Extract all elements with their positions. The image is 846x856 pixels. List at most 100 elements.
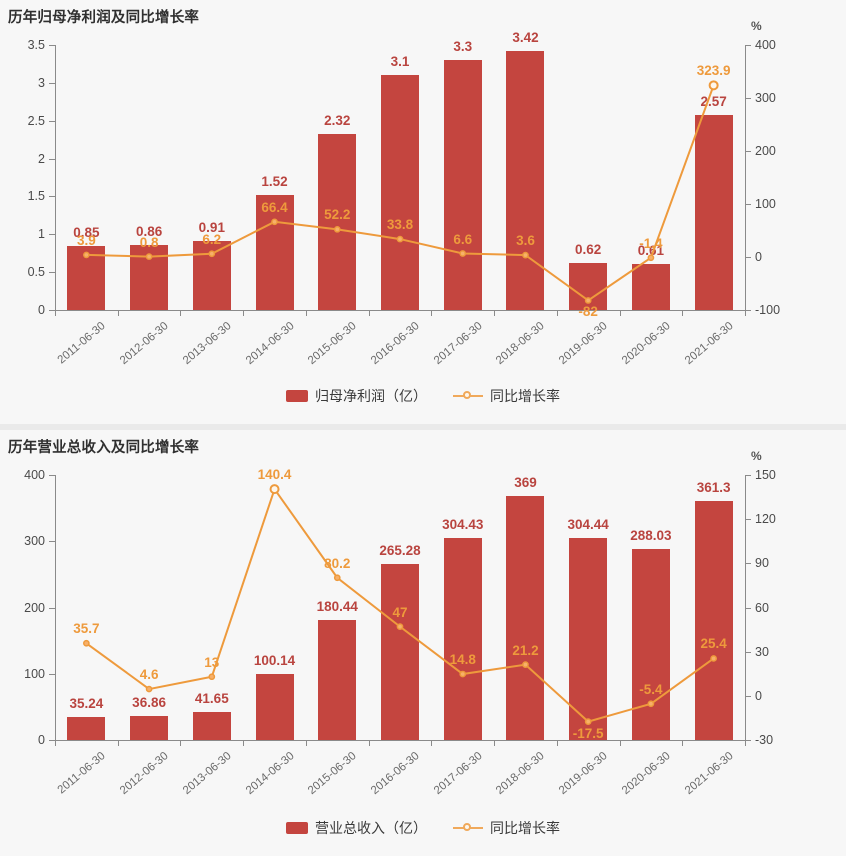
x-tick xyxy=(557,740,558,746)
legend-item[interactable]: 营业总收入（亿） xyxy=(286,818,427,838)
bar xyxy=(130,244,169,310)
y-tick-right xyxy=(745,204,751,205)
y-tick-right xyxy=(745,45,751,46)
y-tick-right xyxy=(745,98,751,99)
y-tick-label-right: 100 xyxy=(755,197,776,211)
plot-area-revenue: 0 100 200 300 400 -30 0 30 60 90 120 150% 35.24 36.86… xyxy=(24,449,776,797)
x-tick xyxy=(620,310,621,316)
legend-item[interactable]: 归母净利润（亿） xyxy=(286,386,427,406)
y-tick-right xyxy=(745,740,751,741)
x-tick xyxy=(431,310,432,316)
y-axis-left xyxy=(55,475,56,741)
y-tick-left xyxy=(49,272,55,273)
line-value-label: -82 xyxy=(578,304,598,320)
x-tick xyxy=(369,310,370,316)
y-axis-left xyxy=(55,45,56,311)
line-value-label: -5.4 xyxy=(639,681,663,697)
y-tick-label-right: 400 xyxy=(755,38,776,52)
y-tick-label-left: 0 xyxy=(38,303,45,317)
chart-panel-profit: 历年归母净利润及同比增长率 0 0.5 1 1.5 2 2.5 3 3.5 -100 0 100 20… xyxy=(0,0,846,424)
y-tick-label-right: 0 xyxy=(755,250,762,264)
bar xyxy=(318,620,357,740)
x-tick xyxy=(682,310,683,316)
legend-profit: 归母净利润（亿） 同比增长率 xyxy=(0,386,846,406)
line-value-label: 33.8 xyxy=(386,217,414,233)
line-value-label: 52.2 xyxy=(324,207,351,223)
bar xyxy=(694,115,733,310)
bar-value-label: 36.86 xyxy=(132,694,166,710)
y-tick-label-right: 150 xyxy=(755,468,776,482)
page-title-2: 历年营业总收入及同比增长率 xyxy=(8,440,200,456)
x-tick xyxy=(118,740,119,746)
x-tick-label: 2013-06-30 xyxy=(180,320,234,368)
y-tick-right xyxy=(745,563,751,564)
bar xyxy=(506,51,545,310)
x-tick xyxy=(243,310,244,316)
line-value-label: 14.8 xyxy=(449,652,476,668)
y-tick-label-right: 120 xyxy=(755,512,776,527)
y-tick-label-right: -100 xyxy=(755,303,781,317)
x-tick xyxy=(494,740,495,746)
y-tick-left xyxy=(49,196,55,197)
line-value-label: -17.5 xyxy=(572,725,604,741)
x-axis xyxy=(55,310,746,311)
x-tick-label: 2021-06-30 xyxy=(682,750,736,798)
line-point xyxy=(333,574,341,582)
line-value-label: 13 xyxy=(204,654,220,670)
y-tick-left xyxy=(49,159,55,160)
x-tick xyxy=(745,740,746,746)
line-value-label: 3.9 xyxy=(76,232,96,248)
bar xyxy=(67,245,106,310)
x-tick-label: 2012-06-30 xyxy=(118,750,171,798)
legend-bar-swatch-icon xyxy=(286,390,308,402)
bar-value-label: 3.1 xyxy=(390,54,410,70)
bar-value-label: 180.44 xyxy=(316,599,358,615)
x-tick-label: 2019-06-30 xyxy=(557,750,610,798)
line-value-label: 3.6 xyxy=(516,233,535,249)
legend-label: 归母净利润（亿） xyxy=(315,388,427,404)
y-tick-left xyxy=(49,674,55,675)
bar-value-label: 3.3 xyxy=(453,39,473,55)
line-value-label: -1.4 xyxy=(639,235,663,251)
line-point xyxy=(83,639,90,647)
y-tick-label-right: 60 xyxy=(755,600,769,615)
x-tick-label: 2011-06-30 xyxy=(55,750,109,797)
y-tick-left xyxy=(49,234,55,235)
line-value-label: 47 xyxy=(392,604,408,620)
x-tick xyxy=(682,740,683,746)
bar-value-label: 0.62 xyxy=(575,242,602,258)
line-value-label: 80.2 xyxy=(324,555,351,571)
y-tick-left xyxy=(49,740,55,741)
y-tick-label-right: 300 xyxy=(755,91,776,105)
y-tick-right xyxy=(745,519,751,520)
bar xyxy=(569,538,608,740)
x-tick-label: 2017-06-30 xyxy=(431,320,485,368)
line-point xyxy=(269,484,280,495)
bar xyxy=(381,75,419,310)
legend-item[interactable]: 同比增长率 xyxy=(453,386,560,406)
legend-item[interactable]: 同比增长率 xyxy=(453,818,560,838)
x-tick xyxy=(431,740,432,746)
x-tick-label: 2014-06-30 xyxy=(243,320,297,368)
y-tick-label-right: 0 xyxy=(755,688,762,703)
x-tick-label: 2016-06-30 xyxy=(368,750,422,798)
line-value-label: 66.4 xyxy=(261,199,288,215)
y-tick-right xyxy=(745,608,751,609)
bar xyxy=(381,564,419,740)
y-axis-right xyxy=(745,45,746,311)
y-tick-label-left: 100 xyxy=(24,666,45,681)
y-tick-right xyxy=(745,310,751,311)
bar xyxy=(67,716,106,740)
y-tick-label-left: 2.5 xyxy=(27,113,45,128)
bar xyxy=(569,263,608,310)
legend-revenue: 营业总收入（亿） 同比增长率 xyxy=(0,818,846,838)
bar-value-label: 288.03 xyxy=(630,528,672,544)
bar xyxy=(631,549,670,740)
legend-line-marker-icon xyxy=(453,390,483,402)
y-tick-label-right: 90 xyxy=(755,556,769,571)
line-value-label: 4.6 xyxy=(139,667,159,683)
x-tick xyxy=(306,310,307,316)
bar xyxy=(255,673,294,740)
bar-value-label: 304.44 xyxy=(567,517,609,533)
bar-value-label: 265.28 xyxy=(379,543,421,559)
